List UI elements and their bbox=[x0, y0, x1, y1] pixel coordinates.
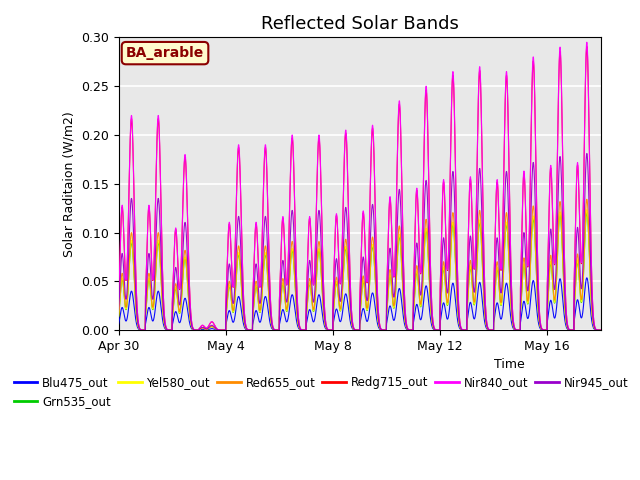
Y-axis label: Solar Raditaion (W/m2): Solar Raditaion (W/m2) bbox=[62, 111, 76, 257]
Legend: Blu475_out, Grn535_out, Yel580_out, Red655_out, Redg715_out, Nir840_out, Nir945_: Blu475_out, Grn535_out, Yel580_out, Red6… bbox=[9, 371, 633, 413]
Title: Reflected Solar Bands: Reflected Solar Bands bbox=[260, 15, 459, 33]
X-axis label:                                                                            Time: Time bbox=[195, 359, 525, 372]
Text: BA_arable: BA_arable bbox=[126, 46, 204, 60]
